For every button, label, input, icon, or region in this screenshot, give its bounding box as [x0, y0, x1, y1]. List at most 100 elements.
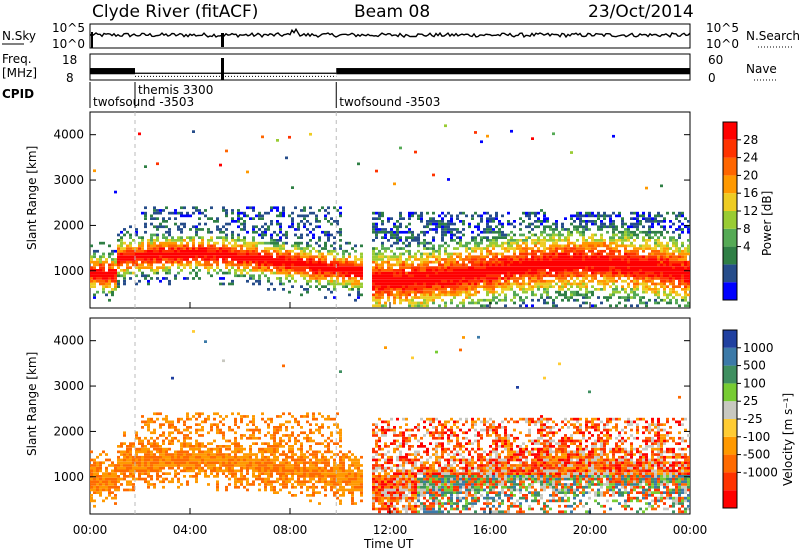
power-map-cell: [675, 298, 678, 302]
power-map-cell: [573, 298, 576, 302]
power-map-cell: [204, 258, 207, 261]
vel-map-cell: [210, 442, 213, 445]
power-map-cell: [306, 247, 309, 250]
power-map-cell: [573, 269, 576, 272]
power-map-cell: [474, 244, 477, 248]
power-map-cell: [342, 274, 345, 278]
power-map-cell: [180, 241, 183, 245]
power-map-cell: [204, 222, 207, 226]
vel-map-cell: [267, 442, 270, 445]
power-map-cell: [180, 249, 183, 253]
power-map-cell: [633, 288, 636, 291]
power-map-cell: [309, 263, 312, 267]
power-map-cell: [405, 260, 408, 264]
power-map-cell: [597, 214, 600, 218]
power-map-cell: [537, 260, 540, 264]
vel-map-cell: [240, 475, 243, 478]
power-map-cell: [525, 244, 528, 248]
power-map-cell: [246, 252, 249, 256]
power-map-cell: [375, 288, 378, 291]
power-map-cell: [594, 260, 597, 264]
power-map-cell: [246, 258, 249, 261]
power-map-cell: [588, 228, 591, 231]
vel-map-cell: [213, 466, 216, 470]
power-map-cell: [546, 288, 549, 291]
power-map-cell: [489, 290, 492, 294]
power-map-cell: [489, 288, 492, 291]
power-map-cell: [489, 279, 492, 283]
vel-map-cell: [243, 453, 246, 456]
power-map-cell: [441, 277, 444, 280]
power-map-cell: [114, 269, 117, 272]
power-map-cell: [570, 241, 573, 245]
vel-map-cell: [216, 445, 219, 448]
power-map-cell: [408, 214, 411, 218]
power-map-cell: [492, 298, 495, 302]
vel-map-cell: [222, 431, 225, 435]
vel-map-cell: [168, 453, 171, 456]
power-map-cell: [144, 255, 147, 259]
power-map-cell: [591, 211, 594, 215]
vel-map-cell: [288, 477, 291, 481]
power-map-cell: [432, 236, 435, 239]
power-map-sparse: [474, 131, 477, 134]
vel-map-cell: [168, 434, 171, 437]
power-map-cell: [570, 296, 573, 299]
power-map-cell: [654, 220, 657, 223]
vel-map-cell: [135, 464, 138, 467]
power-map-cell: [417, 244, 420, 248]
power-map-cell: [417, 271, 420, 275]
power-map-cell: [315, 266, 318, 269]
vel-map-sparse: [171, 376, 174, 380]
vel-map-cell: [228, 453, 231, 456]
vel-map-cell: [105, 475, 108, 478]
power-map-cell: [108, 285, 111, 288]
power-map-cell: [342, 263, 345, 267]
power-map-cell: [576, 228, 579, 231]
power-map-cell: [372, 222, 375, 226]
power-map-cell: [348, 293, 351, 297]
power-map-cell: [330, 233, 333, 237]
power-map-cell: [492, 247, 495, 250]
vel-map-cell: [162, 434, 165, 437]
vel-map-cell: [147, 426, 150, 429]
vel-map-cell: [120, 472, 123, 475]
vel-map-cell: [153, 447, 156, 451]
power-map-cell: [630, 290, 633, 294]
power-map-cell: [624, 271, 627, 275]
power-map-cell: [624, 260, 627, 264]
vel-map-cell: [237, 458, 240, 462]
power-map-cell: [600, 222, 603, 226]
power-map-cell: [294, 260, 297, 264]
vel-map-cell: [294, 485, 297, 489]
vel-map-cell: [282, 472, 285, 475]
power-map-cell: [675, 247, 678, 250]
power-map-cell: [606, 230, 609, 234]
power-map-cell: [474, 258, 477, 261]
power-map-cell: [498, 260, 501, 264]
power-map-cell: [219, 282, 222, 286]
power-map-cell: [603, 271, 606, 275]
power-map-cell: [543, 279, 546, 283]
power-map-cell: [282, 233, 285, 237]
power-map-cell: [171, 258, 174, 261]
vel-map-cell: [132, 477, 135, 481]
power-map-cell: [123, 228, 126, 231]
power-map-cell: [612, 228, 615, 231]
power-map-cell: [117, 271, 120, 275]
power-map-cell: [648, 260, 651, 264]
power-map-cell: [621, 230, 624, 234]
power-map-cell: [555, 225, 558, 229]
power-map-cell: [447, 274, 450, 278]
power-map-cell: [576, 244, 579, 248]
power-map-cell: [468, 271, 471, 275]
power-map-cell: [675, 228, 678, 231]
power-map-cell: [639, 266, 642, 269]
power-map-cell: [123, 233, 126, 237]
power-map-cell: [240, 271, 243, 275]
power-map-cell: [186, 241, 189, 245]
power-map-cell: [486, 298, 489, 302]
power-map-cell: [252, 206, 255, 210]
power-map-cell: [198, 255, 201, 259]
power-map-cell: [420, 301, 423, 305]
